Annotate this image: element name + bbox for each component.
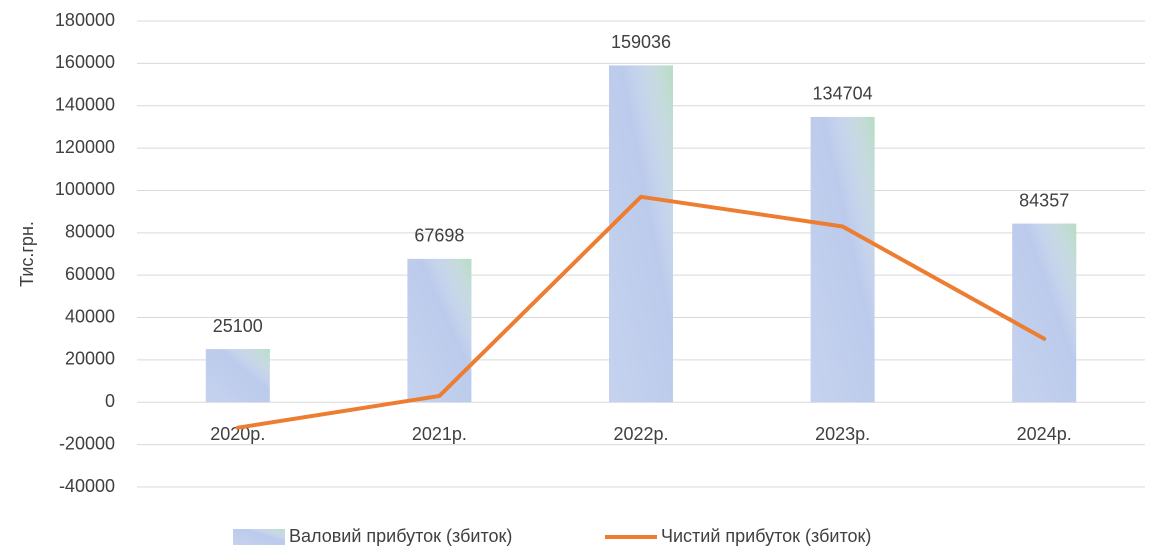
x-tick-label: 2021р. [412,424,467,444]
y-tick-label: 0 [105,391,115,411]
legend-label: Чистий прибуток (збиток) [661,526,871,546]
x-tick-label: 2020р. [210,424,265,444]
bar-shade [205,349,270,403]
legend-swatch-shade [233,529,285,545]
bar-shade [810,116,875,403]
y-tick-label: 140000 [55,94,115,114]
data-label: 159036 [611,32,671,52]
bar-shade [407,258,472,403]
y-tick-label: -20000 [59,433,115,453]
y-tick-label: -40000 [59,476,115,496]
x-tick-label: 2023р. [815,424,870,444]
y-tick-label: 80000 [65,222,115,242]
y-tick-label: 60000 [65,264,115,284]
data-label: 25100 [213,316,263,336]
y-tick-label: 100000 [55,179,115,199]
data-label: 134704 [813,84,873,104]
y-axis-title: Тис.грн. [17,221,37,287]
x-tick-label: 2022р. [613,424,668,444]
y-tick-label: 40000 [65,306,115,326]
y-tick-label: 160000 [55,52,115,72]
bar-shade [609,65,673,403]
y-tick-label: 20000 [65,349,115,369]
y-tick-label: 180000 [55,10,115,30]
bar-shade [1012,223,1077,403]
data-label: 67698 [414,226,464,246]
legend-label: Валовий прибуток (збиток) [289,526,512,546]
line [235,194,1047,430]
data-label: 84357 [1019,190,1069,210]
x-tick-label: 2024р. [1017,424,1072,444]
y-tick-label: 120000 [55,137,115,157]
